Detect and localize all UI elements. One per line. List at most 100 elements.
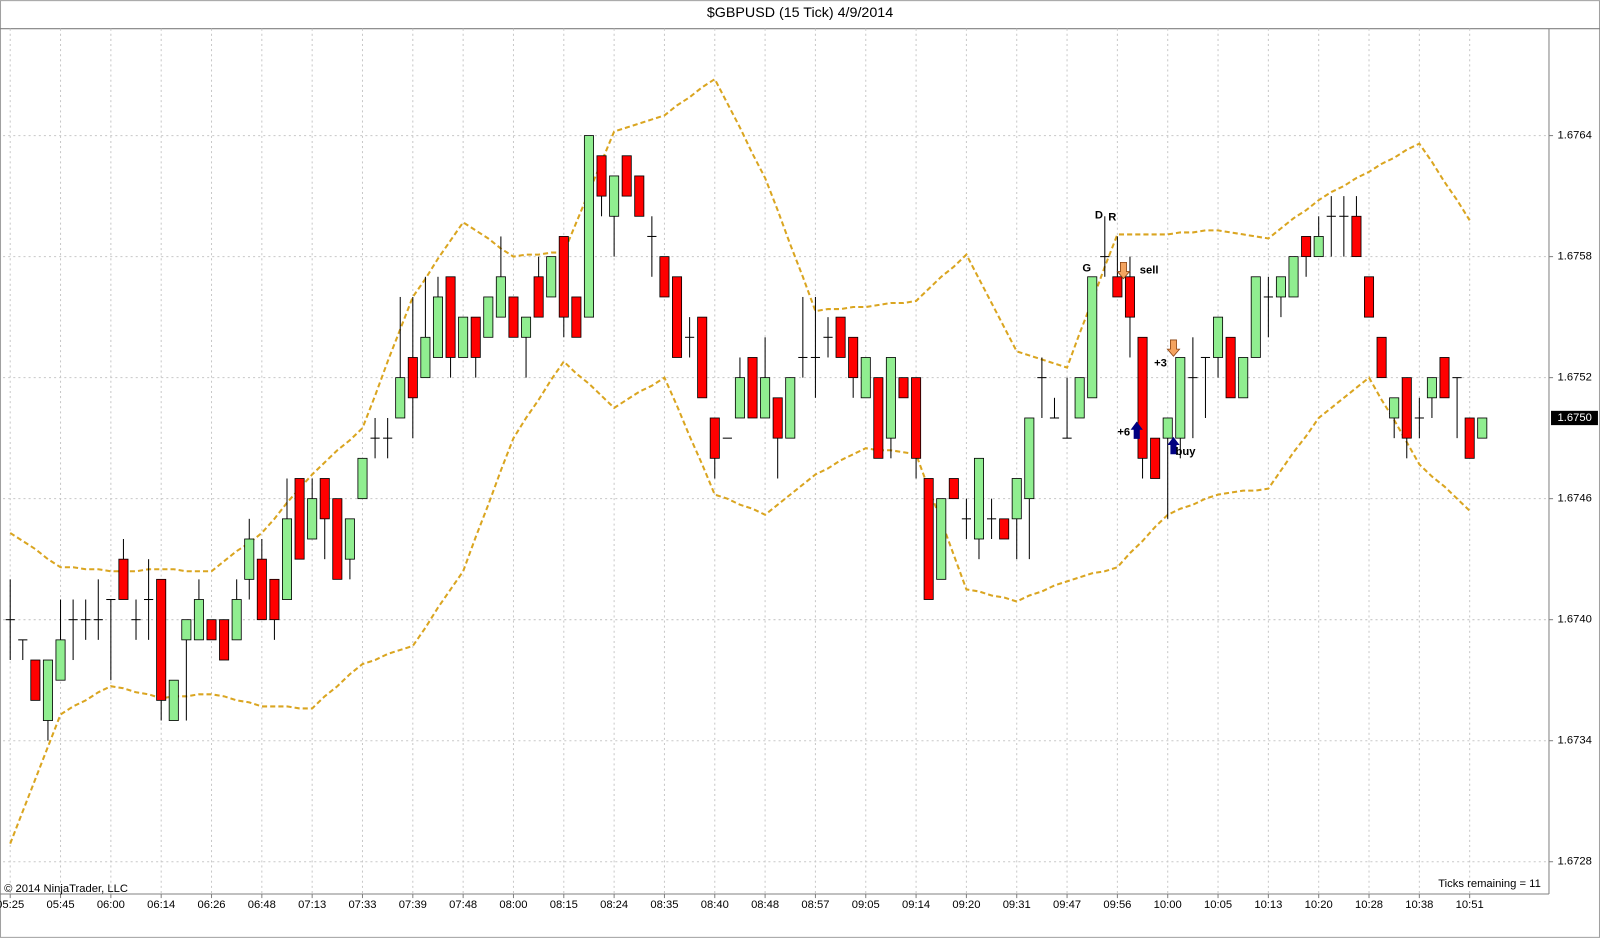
x-tick-label: 08:00 (499, 899, 527, 911)
x-tick-label: 10:13 (1254, 899, 1282, 911)
candle-body (1011, 478, 1022, 520)
candle-body (445, 276, 456, 358)
candle-body (1288, 256, 1299, 298)
x-tick-label: 06:14 (147, 899, 175, 911)
last-price-label: 1.6750 (1558, 412, 1592, 424)
x-tick-label: 07:48 (449, 899, 477, 911)
last-price-box (1551, 410, 1598, 426)
candle-body (1477, 417, 1488, 439)
candle-body (508, 296, 519, 338)
exit-arrow (1166, 339, 1181, 357)
candle-body (885, 357, 896, 439)
candle-body (697, 316, 708, 399)
candle-body (785, 377, 796, 439)
x-tick-label: 09:14 (902, 899, 930, 911)
x-tick-label: 09:47 (1053, 899, 1081, 911)
candle-body (659, 256, 670, 298)
x-tick-label: 09:31 (1003, 899, 1031, 911)
candle-body (156, 578, 167, 701)
x-tick-label: 10:38 (1405, 899, 1433, 911)
candle-body (55, 639, 66, 681)
x-tick-label: 07:33 (348, 899, 376, 911)
y-tick-label: 1.6764 (1558, 130, 1592, 142)
candle-body (168, 679, 179, 721)
candle-body (395, 377, 406, 419)
candle-body (1213, 316, 1224, 358)
candle-body (873, 377, 884, 459)
candle-body (483, 296, 494, 338)
candle-body (1024, 417, 1035, 500)
annotation: +3 (1154, 357, 1167, 369)
candle-body (1124, 276, 1135, 318)
x-tick-label: 10:28 (1355, 899, 1383, 911)
trade-markers (1116, 261, 1181, 455)
status-text: Ticks remaining = 11 (1438, 878, 1541, 890)
candle-body (42, 659, 53, 721)
annotation: R (1108, 211, 1116, 223)
x-tick-label: 10:00 (1154, 899, 1182, 911)
candle-body (269, 578, 280, 621)
candle-body (546, 256, 557, 298)
copyright: © 2014 NinjaTrader, LLC (4, 883, 128, 895)
candle-body (1162, 417, 1173, 439)
candle-body (1313, 236, 1324, 258)
candle-body (432, 296, 443, 358)
candle-body (1112, 276, 1123, 298)
candle-body (973, 457, 984, 540)
candle-body (999, 518, 1010, 540)
candle-body (181, 619, 192, 641)
candle-body (407, 357, 418, 399)
candle-body (948, 478, 959, 500)
x-tick-label: 09:20 (952, 899, 980, 911)
y-tick-label: 1.6728 (1558, 856, 1592, 868)
x-tick-label: 09:05 (852, 899, 880, 911)
candle-body (898, 377, 909, 399)
candle-body (332, 498, 343, 580)
candle-body (282, 518, 293, 600)
candle-body (1439, 357, 1450, 399)
candle-body (634, 175, 645, 217)
y-tick-label: 1.6740 (1558, 614, 1592, 626)
candle-body (1376, 336, 1387, 379)
annotation: buy (1176, 446, 1197, 458)
candle-body (709, 417, 720, 459)
candle-body (621, 155, 632, 197)
candle-body (118, 558, 129, 600)
candle-body (760, 377, 771, 419)
candle-body (244, 538, 255, 580)
candle-body (219, 619, 230, 661)
candle-body (30, 659, 41, 701)
candle-body (256, 558, 267, 621)
x-tick-label: 10:05 (1204, 899, 1232, 911)
candle-body (1074, 377, 1085, 419)
candle-body (1364, 276, 1375, 318)
x-tick-label: 05:45 (46, 899, 74, 911)
candle-body (596, 155, 607, 197)
candle-body (206, 619, 217, 641)
candle-body (1301, 236, 1312, 258)
candle-body (1426, 377, 1437, 399)
candle-body (747, 357, 758, 419)
x-tick-label: 07:13 (298, 899, 326, 911)
candle-body (1351, 215, 1362, 258)
annotation: D (1095, 209, 1103, 221)
candle-body (357, 457, 368, 500)
candle-body (1238, 357, 1249, 399)
candle-body (1087, 276, 1098, 399)
x-tick-label: 06:26 (197, 899, 225, 911)
x-tick-label: 06:48 (248, 899, 276, 911)
candles (5, 135, 1488, 741)
candle-body (1401, 377, 1412, 439)
x-tick-label: 10:51 (1456, 899, 1484, 911)
candle-body (470, 316, 481, 358)
candle-body (495, 276, 506, 318)
y-tick-label: 1.6746 (1558, 493, 1592, 505)
annotation: G (1082, 262, 1091, 274)
candle-body (609, 175, 620, 217)
exit-arrow (1130, 421, 1143, 439)
candle-body (860, 357, 871, 399)
candle-body (1250, 276, 1261, 358)
candle-body (521, 316, 532, 338)
